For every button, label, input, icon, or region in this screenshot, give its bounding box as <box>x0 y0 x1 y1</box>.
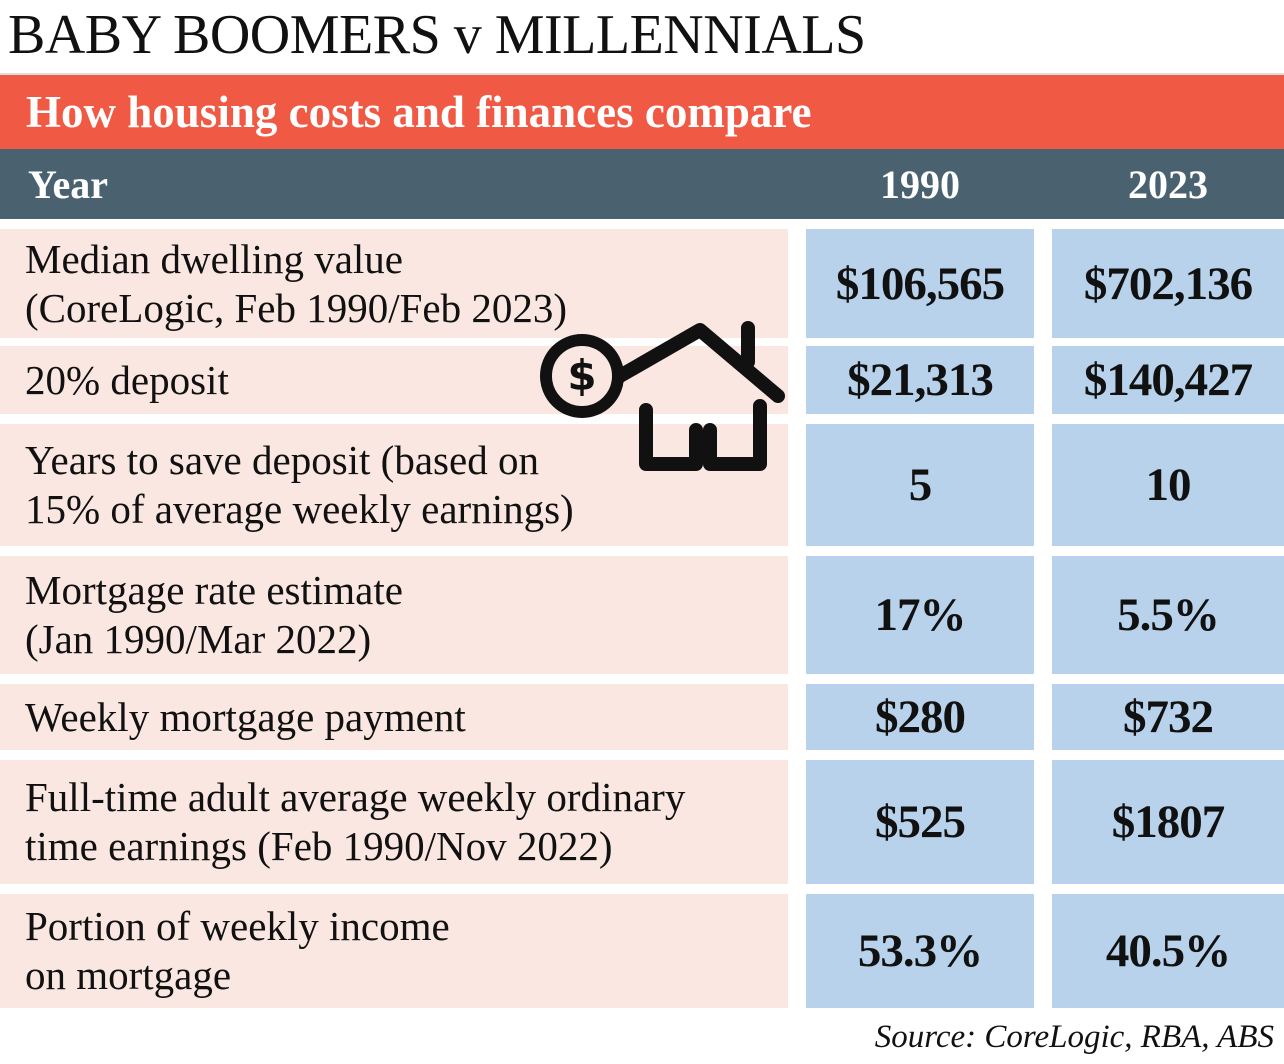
row-label-cell: 20% deposit <box>0 346 788 414</box>
value-2023: $140,427 <box>1052 346 1284 414</box>
row-label-cell: Weekly mortgage payment <box>0 684 788 750</box>
table-row: Weekly mortgage payment $280 $732 <box>0 684 1284 750</box>
table-row: Portion of weekly income on mortgage 53.… <box>0 894 1284 1008</box>
row-label: Median dwelling value (CoreLogic, Feb 19… <box>25 235 568 331</box>
table-header: Year 1990 2023 <box>0 149 1284 219</box>
value-1990: 17% <box>806 556 1034 674</box>
value-1990: 5 <box>806 424 1034 546</box>
header-col-2023: 2023 <box>1128 162 1208 207</box>
page-title: BABY BOOMERS v MILLENNIALS <box>8 4 866 66</box>
row-label-cell: Median dwelling value (CoreLogic, Feb 19… <box>0 229 788 338</box>
value-2023: $732 <box>1052 684 1284 750</box>
row-label: Years to save deposit (based on 15% of a… <box>25 437 574 532</box>
row-label: Weekly mortgage payment <box>25 693 466 740</box>
value-2023: $702,136 <box>1052 229 1284 338</box>
subtitle-bar: How housing costs and finances compare <box>0 75 1284 149</box>
value-2023: 10 <box>1052 424 1284 546</box>
subtitle: How housing costs and finances compare <box>26 87 812 137</box>
value-2023: $1807 <box>1052 760 1284 884</box>
value-2023: 40.5% <box>1052 894 1284 1008</box>
table-row: Median dwelling value (CoreLogic, Feb 19… <box>0 229 1284 338</box>
dollar-sign: $ <box>567 351 596 400</box>
row-label-cell: Years to save deposit (based on 15% of a… <box>0 424 788 546</box>
row-label-cell: Mortgage rate estimate (Jan 1990/Mar 202… <box>0 556 788 674</box>
value-1990: $280 <box>806 684 1034 750</box>
value-1990: $525 <box>806 760 1034 884</box>
table-row: Full-time adult average weekly ordinary … <box>0 760 1284 884</box>
table-row: Mortgage rate estimate (Jan 1990/Mar 202… <box>0 556 1284 674</box>
row-label-cell: Full-time adult average weekly ordinary … <box>0 760 788 884</box>
source-note: Source: CoreLogic, RBA, ABS <box>874 1019 1274 1055</box>
value-2023: 5.5% <box>1052 556 1284 674</box>
header-year-label: Year <box>28 162 108 207</box>
value-1990: $21,313 <box>806 346 1034 414</box>
house-dollar-icon: $ <box>540 321 785 471</box>
row-label-cell: Portion of weekly income on mortgage <box>0 894 788 1008</box>
row-label: Full-time adult average weekly ordinary … <box>25 774 686 869</box>
value-1990: $106,565 <box>806 229 1034 338</box>
row-label: Portion of weekly income on mortgage <box>25 903 450 998</box>
header-col-1990: 1990 <box>880 162 960 207</box>
row-label: 20% deposit <box>25 356 229 403</box>
row-label: Mortgage rate estimate (Jan 1990/Mar 202… <box>25 567 403 662</box>
value-1990: 53.3% <box>806 894 1034 1008</box>
table-row: 20% deposit $21,313 $140,427 <box>0 346 1284 414</box>
title-divider <box>0 73 1284 75</box>
table-row: Years to save deposit (based on 15% of a… <box>0 424 1284 546</box>
